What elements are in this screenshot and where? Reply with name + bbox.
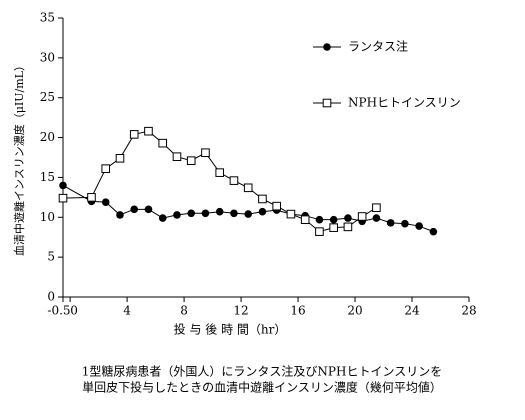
marker [173, 211, 181, 219]
marker [129, 130, 139, 139]
x-tick-label: 16 [290, 304, 305, 318]
marker [144, 205, 153, 214]
marker [258, 194, 267, 204]
marker [172, 152, 182, 162]
marker [59, 181, 67, 190]
x-tick-label: 20 [347, 304, 362, 318]
marker [244, 210, 252, 218]
marker [372, 214, 381, 222]
marker [415, 222, 423, 230]
series-line [62, 130, 377, 233]
marker [187, 209, 196, 218]
marker [386, 219, 395, 227]
x-tick-label: 12 [233, 304, 248, 318]
x-axis-label: 投 与 後 時 間（hr） [174, 322, 287, 337]
marker [158, 138, 168, 148]
marker [144, 126, 153, 136]
marker [322, 98, 332, 108]
marker [343, 222, 353, 232]
marker [87, 193, 96, 202]
marker [323, 43, 331, 51]
y-tick-label: 30 [40, 50, 55, 64]
marker [315, 227, 324, 236]
y-tick-label: 35 [40, 11, 55, 25]
marker [401, 219, 409, 228]
marker [115, 153, 125, 163]
marker [215, 168, 225, 177]
x-tick-label: -0.5 [47, 304, 70, 318]
marker [201, 209, 210, 218]
y-tick-label: 25 [40, 90, 55, 104]
y-tick-label: 0 [47, 290, 55, 304]
marker [130, 205, 139, 214]
marker [229, 176, 239, 185]
x-tick-label: 24 [404, 304, 420, 318]
marker [186, 156, 196, 165]
x-tick-label: 0 [70, 304, 78, 318]
marker [158, 214, 167, 222]
marker [315, 215, 324, 224]
marker [272, 201, 281, 211]
marker [116, 211, 124, 219]
y-axis-label: 血清中遊離インスリン濃度（μIU/mL） [12, 60, 26, 256]
marker [329, 215, 338, 224]
y-tick-label: 5 [47, 250, 55, 264]
marker [58, 193, 68, 203]
marker [300, 215, 310, 224]
legend-label: NPHヒトインスリン [348, 96, 461, 110]
marker [344, 214, 352, 222]
marker [429, 227, 438, 236]
marker [215, 207, 224, 216]
y-tick-label: 15 [40, 170, 55, 184]
caption: 1型糖尿病患者（外国人）にランタス注及びNPHヒトインスリンを [82, 364, 442, 379]
y-tick-label: 10 [40, 210, 55, 224]
marker [258, 207, 267, 216]
marker [230, 209, 238, 218]
x-tick-label: 28 [461, 304, 476, 318]
caption: 単回皮下投与したときの血清中遊離インスリン濃度（幾何平均値） [82, 380, 442, 395]
marker [329, 223, 338, 232]
marker [286, 209, 296, 219]
x-tick-label: 8 [180, 304, 188, 318]
marker [101, 164, 111, 173]
legend-label: ランタス注 [348, 39, 408, 54]
marker [357, 212, 367, 221]
marker [243, 183, 253, 193]
x-tick-label: 4 [123, 304, 131, 318]
y-tick-label: 20 [40, 130, 55, 144]
marker [372, 203, 381, 213]
marker [101, 198, 110, 206]
marker [201, 148, 210, 158]
